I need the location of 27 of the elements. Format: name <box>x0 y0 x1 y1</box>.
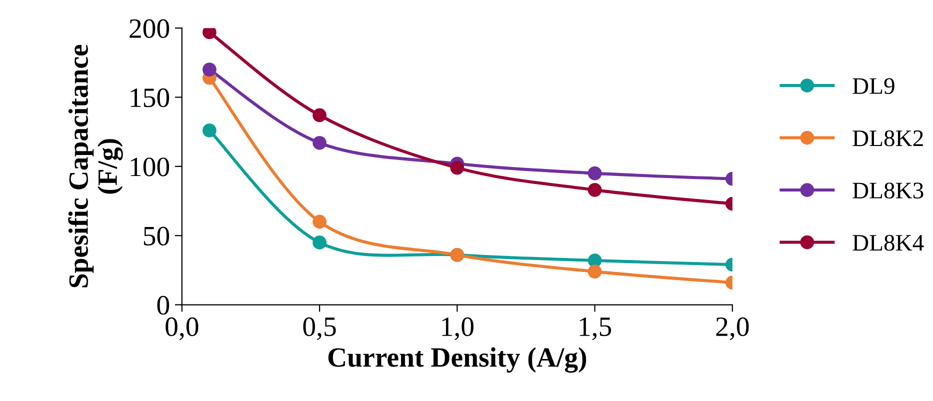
point <box>450 160 464 175</box>
x-axis-title: Current Density (A/g) <box>328 347 586 373</box>
y-tick-label: 50 <box>144 226 170 246</box>
y-axis-title: Spesific Capacitance (F/g) <box>68 44 123 288</box>
point <box>588 254 602 268</box>
y-tick-label: 100 <box>130 158 170 176</box>
legend-label: DL8K2 <box>852 130 923 146</box>
y-tick-label: 150 <box>130 88 170 108</box>
x-tick-label: 1,0 <box>442 317 474 340</box>
point <box>312 136 326 150</box>
y-tick-label: 200 <box>130 19 170 38</box>
legend-label: DL9 <box>852 78 894 94</box>
point <box>312 214 326 229</box>
point <box>588 264 602 278</box>
point <box>312 108 326 122</box>
x-tick-label: 0,5 <box>303 317 336 340</box>
y-tick-label: 0 <box>157 296 170 315</box>
x-tick-label: 2,0 <box>716 317 749 340</box>
legend-label: DL8K3 <box>852 182 924 199</box>
point <box>588 182 602 197</box>
point <box>202 62 216 77</box>
point <box>202 124 216 138</box>
legend-label: DL8K4 <box>852 234 924 251</box>
x-tick-label: 1,5 <box>580 318 612 340</box>
point <box>312 236 326 250</box>
x-tick-label: 0,0 <box>166 317 198 340</box>
point <box>588 166 602 180</box>
